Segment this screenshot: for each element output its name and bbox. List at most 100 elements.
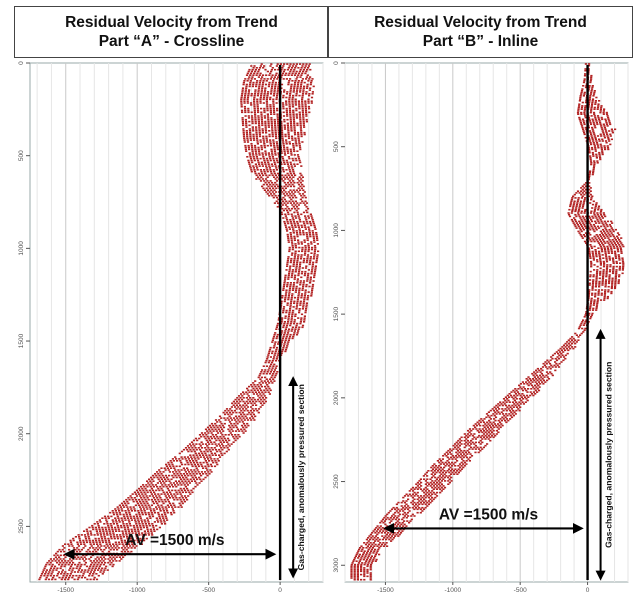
data-point xyxy=(600,232,604,234)
data-point xyxy=(300,130,303,132)
data-point xyxy=(603,220,606,223)
data-point xyxy=(252,387,255,390)
data-point xyxy=(581,185,584,187)
data-point xyxy=(588,100,591,102)
data-point xyxy=(194,480,197,482)
data-point xyxy=(285,159,288,162)
data-point xyxy=(566,341,569,343)
data-point xyxy=(220,437,223,440)
data-point xyxy=(287,137,291,140)
data-point xyxy=(157,498,160,501)
data-point xyxy=(538,386,541,388)
data-point xyxy=(197,463,200,466)
data-point xyxy=(584,68,587,70)
data-point xyxy=(584,188,588,191)
data-point xyxy=(262,135,265,138)
data-point xyxy=(264,89,267,91)
data-point xyxy=(283,148,286,151)
data-point xyxy=(262,102,265,104)
data-point xyxy=(256,80,259,82)
data-point xyxy=(163,521,166,523)
data-point xyxy=(285,176,288,178)
data-point xyxy=(302,124,305,127)
data-point xyxy=(258,387,261,390)
data-point xyxy=(435,468,438,470)
data-point xyxy=(293,87,296,89)
data-point xyxy=(533,388,536,390)
data-point xyxy=(458,451,461,454)
data-point xyxy=(579,95,582,97)
data-point xyxy=(247,93,250,95)
data-point xyxy=(584,220,587,223)
data-point xyxy=(301,193,305,195)
data-point xyxy=(162,510,165,512)
data-point xyxy=(277,128,280,130)
data-point xyxy=(480,418,483,420)
data-point xyxy=(228,424,231,427)
data-point xyxy=(117,547,120,549)
data-point xyxy=(597,145,600,147)
data-point xyxy=(290,239,293,241)
data-point xyxy=(550,372,553,375)
data-point xyxy=(604,222,607,224)
data-point xyxy=(165,491,168,494)
data-point xyxy=(122,523,125,525)
data-point xyxy=(316,239,319,241)
data-point xyxy=(310,241,313,243)
data-point xyxy=(512,389,515,392)
data-point xyxy=(489,436,492,439)
data-point xyxy=(291,293,294,295)
data-point xyxy=(584,105,587,107)
data-point xyxy=(256,105,259,108)
data-point xyxy=(562,347,565,350)
data-point xyxy=(223,422,226,425)
data-point xyxy=(255,133,258,136)
data-point xyxy=(195,473,198,475)
data-point xyxy=(574,197,577,199)
data-point xyxy=(560,349,563,352)
data-point xyxy=(305,120,308,123)
data-point xyxy=(293,332,296,334)
data-point xyxy=(300,256,303,258)
data-point xyxy=(424,506,427,509)
data-point xyxy=(516,403,519,405)
data-point xyxy=(595,306,598,308)
data-point xyxy=(269,356,272,358)
data-point xyxy=(452,470,456,472)
data-point xyxy=(444,480,447,482)
data-point xyxy=(592,168,595,171)
data-point xyxy=(562,344,566,347)
data-point xyxy=(299,304,302,306)
data-point xyxy=(61,569,64,571)
data-point xyxy=(256,157,259,160)
data-point xyxy=(454,471,457,474)
data-point xyxy=(580,91,583,94)
data-point xyxy=(439,488,442,490)
data-point xyxy=(172,476,175,479)
data-point xyxy=(150,504,153,507)
data-point xyxy=(387,511,390,514)
data-point xyxy=(297,293,300,295)
data-point xyxy=(107,539,110,542)
data-point xyxy=(257,408,261,410)
data-point xyxy=(601,151,604,154)
data-point xyxy=(301,324,305,327)
data-point xyxy=(489,439,492,442)
data-point xyxy=(114,547,117,549)
data-point xyxy=(145,537,148,540)
data-point xyxy=(590,78,593,80)
data-point xyxy=(287,81,290,84)
data-point xyxy=(158,517,162,519)
data-point xyxy=(68,569,71,571)
data-point xyxy=(400,501,403,504)
data-point xyxy=(600,237,604,239)
data-point xyxy=(405,503,408,506)
data-point xyxy=(206,456,209,458)
data-point xyxy=(171,463,174,466)
data-point xyxy=(608,121,611,124)
data-point xyxy=(293,68,296,71)
data-point xyxy=(249,102,253,104)
data-point xyxy=(575,205,578,208)
data-point xyxy=(247,424,250,427)
data-point xyxy=(223,452,226,455)
